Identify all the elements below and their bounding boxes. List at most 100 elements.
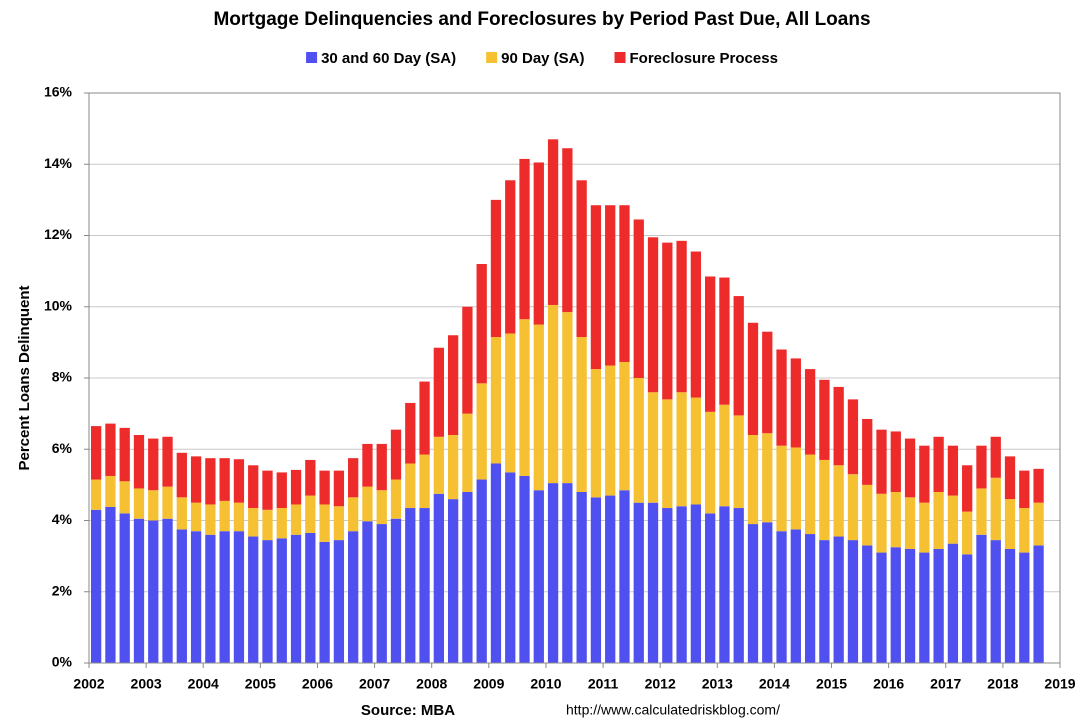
bar-segment bbox=[976, 488, 987, 535]
bar-segment bbox=[319, 541, 330, 663]
source: Source: MBA bbox=[361, 702, 455, 719]
bar-segment bbox=[519, 319, 530, 476]
bar-segment bbox=[90, 509, 102, 663]
bar-segment bbox=[576, 180, 587, 338]
bar-segment bbox=[690, 397, 702, 505]
bar-segment bbox=[233, 531, 245, 663]
bar-segment bbox=[976, 445, 987, 489]
bar-segment bbox=[219, 531, 230, 663]
bar-segment bbox=[890, 492, 901, 548]
x-tick-label: 2014 bbox=[759, 676, 790, 692]
bar-segment bbox=[562, 148, 573, 313]
bar-segment bbox=[619, 361, 630, 491]
bar-segment bbox=[433, 436, 444, 494]
bar-segment bbox=[919, 502, 930, 553]
bar-segment bbox=[790, 447, 801, 530]
bar-segment bbox=[1033, 502, 1044, 546]
bar-segment bbox=[547, 139, 559, 305]
bar-segment bbox=[904, 438, 916, 498]
bar-segment bbox=[762, 433, 773, 523]
y-tick-label: 8% bbox=[52, 369, 73, 385]
bar-segment bbox=[819, 459, 830, 541]
bar-segment bbox=[819, 379, 830, 460]
bar-segment bbox=[1033, 468, 1044, 503]
bar-segment bbox=[390, 479, 402, 519]
y-tick-label: 6% bbox=[52, 440, 73, 456]
bar-segment bbox=[562, 483, 573, 663]
bar-segment bbox=[1004, 499, 1016, 549]
bar-segment bbox=[219, 458, 230, 501]
bar-segment bbox=[490, 463, 502, 663]
bar-segment bbox=[590, 369, 602, 498]
bar-segment bbox=[133, 488, 145, 519]
bar-segment bbox=[276, 472, 287, 509]
bar-segment bbox=[333, 506, 345, 541]
bar-segment bbox=[647, 392, 659, 503]
bar-segment bbox=[362, 486, 373, 522]
bar-segment bbox=[933, 436, 944, 492]
bar-segment bbox=[776, 531, 787, 663]
bar-segment bbox=[405, 402, 416, 464]
bar-segment bbox=[847, 399, 859, 475]
bar-segment bbox=[233, 502, 245, 532]
bar-segment bbox=[319, 470, 330, 505]
bar-segment bbox=[576, 492, 587, 663]
bar-segment bbox=[576, 337, 587, 492]
x-tick-label: 2006 bbox=[302, 676, 333, 692]
bar-segment bbox=[804, 454, 816, 535]
bar-segment bbox=[176, 497, 187, 530]
bar-segment bbox=[547, 304, 559, 484]
x-tick-label: 2004 bbox=[188, 676, 219, 692]
bar-segment bbox=[619, 205, 630, 362]
bar-segment bbox=[647, 237, 659, 393]
bar-segment bbox=[862, 545, 873, 663]
bar-segment bbox=[1019, 552, 1030, 663]
bar-segment bbox=[176, 452, 187, 498]
bar-segment bbox=[348, 497, 359, 532]
bar-segment bbox=[133, 435, 145, 489]
bar-segment bbox=[447, 435, 459, 500]
bar-segment bbox=[605, 495, 616, 663]
bar-segment bbox=[119, 513, 130, 663]
bar-segment bbox=[505, 333, 516, 473]
bar-segment bbox=[148, 520, 159, 663]
bar-segment bbox=[919, 552, 930, 663]
bar-segment bbox=[390, 429, 402, 480]
bar-segment bbox=[676, 392, 687, 507]
bar-segment bbox=[262, 509, 273, 541]
bar-segment bbox=[248, 508, 259, 537]
x-tick-label: 2012 bbox=[645, 676, 676, 692]
bar-segment bbox=[476, 479, 487, 663]
bar-segment bbox=[333, 540, 345, 663]
bar-segment bbox=[305, 532, 316, 663]
bar-segment bbox=[962, 554, 973, 663]
legend-label: 30 and 60 Day (SA) bbox=[321, 50, 456, 67]
bar-segment bbox=[705, 513, 716, 663]
bar-segment bbox=[719, 506, 730, 663]
bar-segment bbox=[119, 481, 130, 514]
bar-segment bbox=[90, 479, 102, 510]
bar-segment bbox=[533, 490, 544, 663]
bar-segment bbox=[990, 436, 1001, 478]
bar-segment bbox=[376, 490, 387, 525]
bar-segment bbox=[605, 365, 616, 496]
bar-segment bbox=[90, 426, 102, 480]
bar-segment bbox=[633, 378, 644, 503]
legend-swatch bbox=[306, 52, 318, 63]
bar-segment bbox=[705, 276, 716, 412]
bar-segment bbox=[105, 423, 116, 476]
y-tick-label: 0% bbox=[52, 654, 73, 670]
bar-segment bbox=[705, 411, 716, 514]
bar-segment bbox=[990, 477, 1001, 541]
bar-segment bbox=[348, 531, 359, 663]
bar-segment bbox=[947, 543, 959, 663]
bar-segment bbox=[248, 465, 259, 509]
y-tick-label: 12% bbox=[44, 226, 73, 242]
x-tick-label: 2008 bbox=[416, 676, 447, 692]
bar-segment bbox=[662, 399, 673, 509]
bar-segment bbox=[662, 508, 673, 663]
bar-segment bbox=[547, 483, 559, 663]
bar-segment bbox=[205, 534, 216, 663]
bar-segment bbox=[119, 427, 130, 482]
bar-segment bbox=[433, 493, 444, 663]
